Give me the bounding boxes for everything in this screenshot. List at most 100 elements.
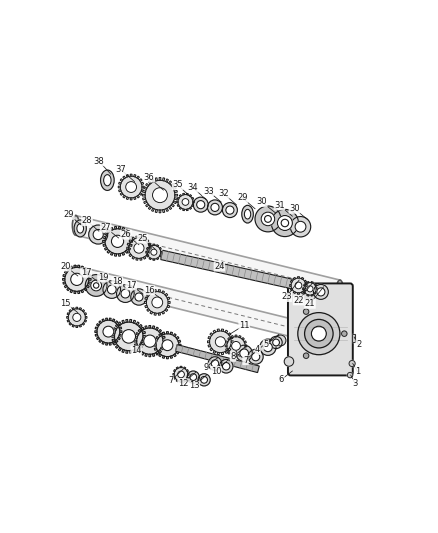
Polygon shape	[149, 326, 151, 328]
Text: 19: 19	[98, 273, 108, 282]
Polygon shape	[122, 228, 125, 230]
Polygon shape	[76, 266, 299, 339]
Polygon shape	[129, 239, 131, 242]
Polygon shape	[76, 215, 340, 300]
Polygon shape	[146, 247, 148, 249]
Polygon shape	[179, 195, 181, 197]
Polygon shape	[152, 326, 155, 329]
Polygon shape	[144, 201, 147, 204]
Circle shape	[134, 243, 144, 253]
Polygon shape	[167, 297, 170, 300]
Polygon shape	[110, 228, 113, 230]
Polygon shape	[162, 291, 165, 294]
Text: 29: 29	[64, 211, 74, 220]
Circle shape	[248, 349, 263, 364]
Text: 37: 37	[116, 165, 126, 174]
Circle shape	[265, 215, 271, 222]
Circle shape	[107, 285, 116, 294]
Polygon shape	[118, 186, 120, 188]
Polygon shape	[95, 334, 98, 336]
Polygon shape	[304, 284, 306, 286]
Polygon shape	[103, 236, 106, 239]
Polygon shape	[116, 345, 119, 348]
FancyBboxPatch shape	[288, 284, 353, 375]
Text: 11: 11	[239, 321, 249, 330]
Circle shape	[137, 328, 163, 354]
Polygon shape	[162, 311, 165, 314]
Circle shape	[342, 331, 347, 336]
Circle shape	[145, 180, 175, 210]
Circle shape	[71, 273, 83, 286]
Circle shape	[85, 274, 107, 296]
Polygon shape	[107, 251, 110, 253]
Polygon shape	[125, 229, 128, 232]
Polygon shape	[96, 324, 99, 326]
Circle shape	[273, 339, 279, 346]
Polygon shape	[311, 281, 313, 283]
Polygon shape	[142, 186, 144, 188]
Polygon shape	[149, 354, 151, 357]
Text: 6: 6	[279, 375, 284, 384]
Polygon shape	[152, 353, 155, 357]
Polygon shape	[314, 284, 317, 286]
Polygon shape	[297, 293, 300, 294]
Polygon shape	[112, 332, 115, 334]
Circle shape	[295, 221, 306, 232]
Polygon shape	[69, 323, 71, 325]
Circle shape	[129, 238, 149, 259]
Polygon shape	[171, 204, 174, 207]
Polygon shape	[130, 174, 132, 176]
Polygon shape	[134, 340, 137, 342]
Circle shape	[162, 340, 173, 351]
Polygon shape	[141, 327, 144, 330]
Polygon shape	[159, 329, 162, 333]
Polygon shape	[84, 288, 87, 290]
Polygon shape	[148, 206, 152, 209]
Polygon shape	[133, 350, 136, 352]
Circle shape	[304, 282, 316, 295]
Polygon shape	[112, 339, 115, 341]
Polygon shape	[130, 240, 132, 243]
Circle shape	[73, 313, 81, 321]
Circle shape	[103, 281, 120, 298]
Text: 17: 17	[126, 281, 137, 290]
Polygon shape	[165, 309, 168, 311]
Circle shape	[88, 225, 108, 244]
Polygon shape	[239, 354, 241, 356]
Polygon shape	[290, 288, 293, 290]
Polygon shape	[162, 209, 165, 213]
Polygon shape	[143, 335, 146, 337]
Polygon shape	[217, 352, 219, 354]
Polygon shape	[242, 337, 244, 340]
Polygon shape	[134, 197, 136, 199]
Circle shape	[147, 245, 161, 259]
Polygon shape	[127, 251, 130, 253]
Polygon shape	[145, 305, 148, 308]
Polygon shape	[155, 178, 157, 181]
Polygon shape	[154, 344, 156, 346]
Polygon shape	[96, 337, 99, 340]
Polygon shape	[146, 204, 149, 207]
Polygon shape	[118, 348, 121, 351]
Polygon shape	[228, 337, 230, 340]
Polygon shape	[301, 277, 304, 279]
Polygon shape	[82, 310, 85, 312]
Polygon shape	[72, 308, 74, 310]
Polygon shape	[67, 313, 69, 315]
Polygon shape	[173, 201, 176, 204]
Polygon shape	[119, 182, 121, 184]
Polygon shape	[82, 323, 85, 325]
Ellipse shape	[336, 280, 343, 300]
Circle shape	[349, 360, 355, 367]
Polygon shape	[193, 201, 194, 203]
Polygon shape	[177, 197, 179, 199]
Polygon shape	[106, 343, 107, 345]
Polygon shape	[152, 208, 154, 212]
Polygon shape	[165, 293, 168, 296]
Polygon shape	[155, 209, 157, 213]
Polygon shape	[153, 244, 155, 245]
Text: 31: 31	[274, 201, 285, 210]
Polygon shape	[105, 232, 107, 235]
Polygon shape	[136, 258, 138, 260]
Polygon shape	[244, 349, 247, 351]
